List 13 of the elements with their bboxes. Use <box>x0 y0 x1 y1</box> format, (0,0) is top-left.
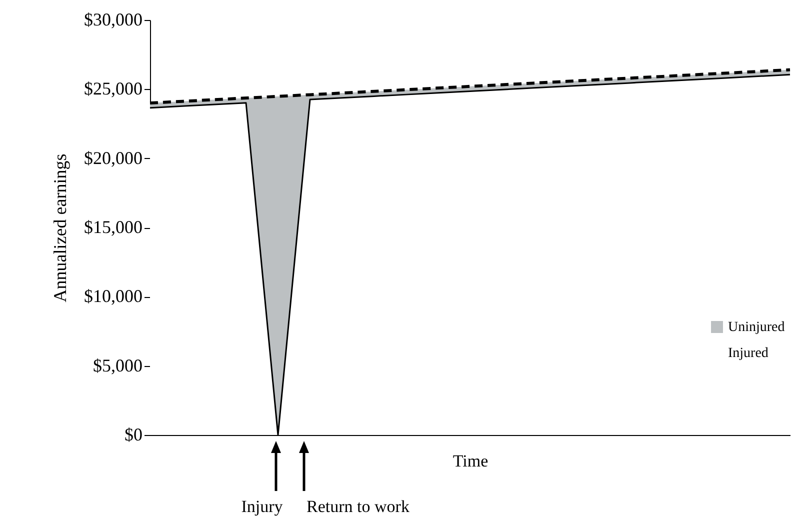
y-axis-title: Annualized earnings <box>50 154 70 302</box>
y-tick-label: $0 <box>124 424 142 444</box>
y-tick-label: $10,000 <box>84 286 142 306</box>
text: Return to work <box>306 497 410 517</box>
y-tick-label: $30,000 <box>84 10 142 30</box>
text: Injury <box>241 497 283 517</box>
y-tick-label: $20,000 <box>84 148 142 168</box>
x-axis-title: Time <box>452 452 488 470</box>
y-tick-label: $25,000 <box>84 78 142 99</box>
y-tick-label: $15,000 <box>84 217 142 237</box>
legend-label: Uninjured <box>728 320 785 335</box>
y-tick-label: $5,000 <box>93 355 142 376</box>
series-label: Injured <box>728 346 768 361</box>
